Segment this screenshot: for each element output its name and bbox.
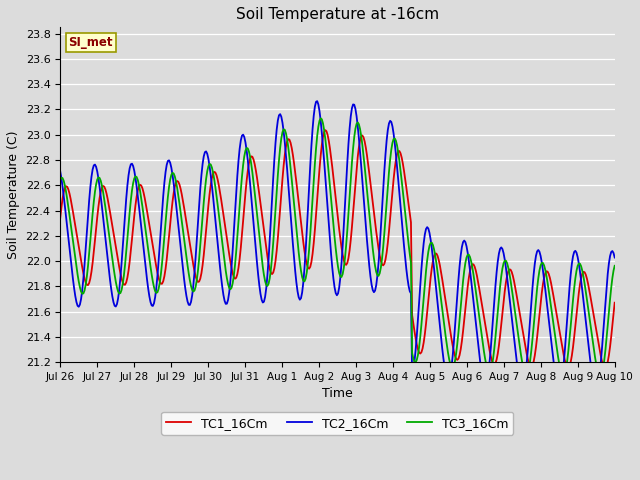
TC3_16Cm: [465, 252, 473, 258]
TC1_16Cm: [56, 215, 64, 221]
TC1_16Cm: [602, 365, 609, 371]
TC2_16Cm: [593, 386, 600, 392]
TC3_16Cm: [317, 115, 324, 121]
TC2_16Cm: [314, 98, 321, 104]
TC3_16Cm: [229, 280, 237, 286]
TC1_16Cm: [229, 271, 237, 276]
TC2_16Cm: [368, 282, 376, 288]
TC2_16Cm: [56, 168, 64, 174]
TC1_16Cm: [465, 275, 473, 281]
TC2_16Cm: [229, 247, 237, 253]
TC3_16Cm: [596, 373, 604, 379]
Line: TC2_16Cm: TC2_16Cm: [60, 101, 614, 389]
TC3_16Cm: [611, 263, 618, 269]
Y-axis label: Soil Temperature (C): Soil Temperature (C): [7, 131, 20, 259]
TC1_16Cm: [290, 160, 298, 166]
TC1_16Cm: [561, 358, 569, 363]
Legend: TC1_16Cm, TC2_16Cm, TC3_16Cm: TC1_16Cm, TC2_16Cm, TC3_16Cm: [161, 412, 513, 435]
Text: SI_met: SI_met: [68, 36, 113, 48]
TC3_16Cm: [368, 235, 376, 241]
TC2_16Cm: [465, 258, 473, 264]
Line: TC3_16Cm: TC3_16Cm: [60, 118, 614, 376]
TC3_16Cm: [394, 149, 402, 155]
TC1_16Cm: [321, 127, 329, 133]
TC1_16Cm: [394, 148, 402, 154]
TC1_16Cm: [368, 190, 376, 196]
TC2_16Cm: [611, 254, 618, 260]
TC2_16Cm: [561, 347, 569, 352]
Line: TC1_16Cm: TC1_16Cm: [60, 130, 614, 368]
X-axis label: Time: Time: [322, 387, 353, 400]
TC3_16Cm: [56, 177, 64, 183]
TC1_16Cm: [611, 300, 618, 306]
TC3_16Cm: [290, 201, 298, 207]
TC2_16Cm: [394, 177, 402, 182]
TC2_16Cm: [290, 255, 298, 261]
TC3_16Cm: [561, 371, 569, 376]
Title: Soil Temperature at -16cm: Soil Temperature at -16cm: [236, 7, 439, 22]
